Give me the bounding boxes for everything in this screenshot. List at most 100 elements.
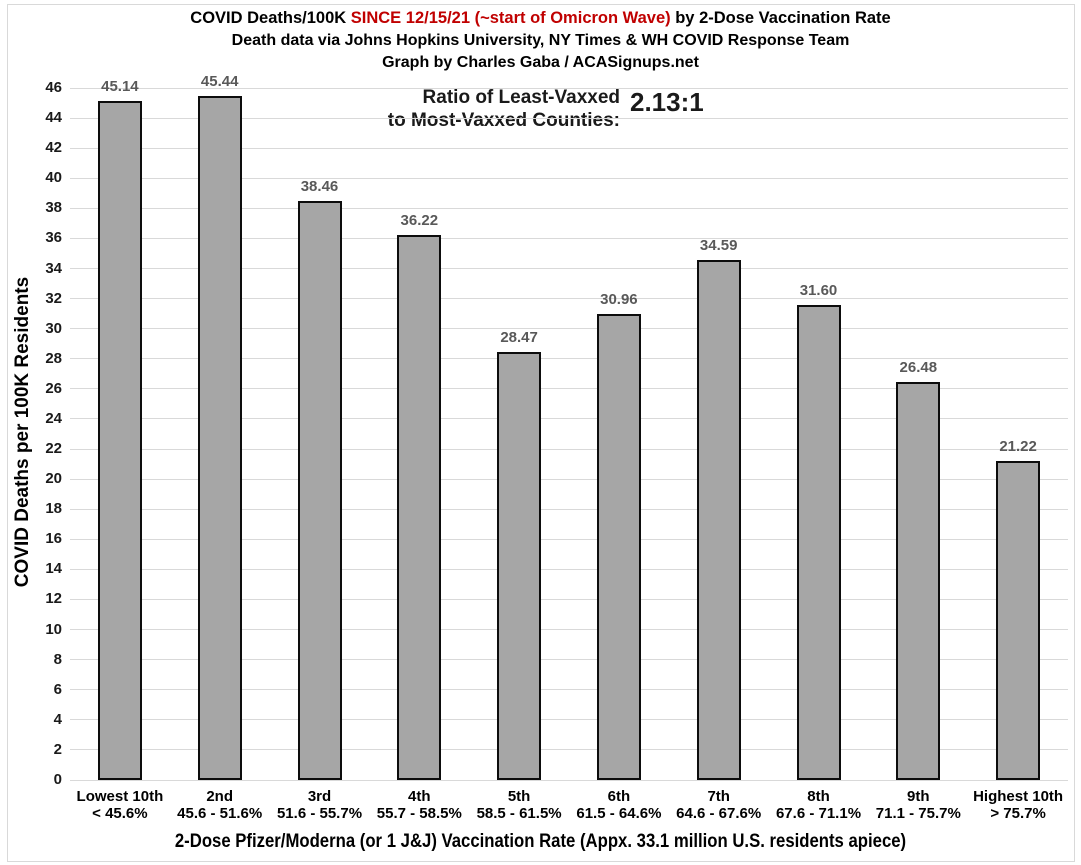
- y-axis-tick-label: 4: [53, 710, 62, 728]
- ratio-annotation-line1: Ratio of Least-Vaxxed: [422, 87, 620, 108]
- gridline: [70, 388, 1068, 390]
- y-axis-tick-label: 6: [53, 680, 62, 698]
- gridline: [70, 598, 1068, 600]
- gridline: [70, 358, 1068, 360]
- y-axis-tick-label: 28: [45, 349, 62, 367]
- x-category-tier: Highest 10th: [973, 788, 1064, 805]
- ratio-annotation: Ratio of Least-Vaxxed to Most-Vaxxed Cou…: [250, 86, 620, 132]
- gridline: [70, 87, 1068, 89]
- y-axis-tick-label: 42: [45, 139, 62, 157]
- gridline: [70, 147, 1068, 149]
- x-category-range: 51.6 - 55.7%: [276, 805, 363, 822]
- bar-value-label: 36.22: [400, 212, 439, 230]
- x-category-tier: 4th: [408, 788, 431, 805]
- bar: [397, 235, 442, 780]
- y-axis-tick-label: 32: [45, 289, 62, 307]
- gridline: [70, 508, 1068, 510]
- y-axis-tick-label: 24: [45, 409, 62, 427]
- y-axis-tick-label: 2: [53, 740, 62, 758]
- gridline: [70, 538, 1068, 540]
- x-category-tier: Lowest 10th: [76, 788, 164, 805]
- x-axis-category-label: Lowest 10th < 45.6%: [64, 788, 176, 822]
- y-axis-tick-label: 20: [45, 470, 62, 488]
- y-axis-tick-label: 36: [45, 229, 62, 247]
- y-axis-tick-label: 8: [53, 650, 62, 668]
- chart-title: COVID Deaths/100K SINCE 12/15/21 (~start…: [0, 7, 1081, 30]
- x-axis-category-label: 8th 67.6 - 71.1%: [763, 788, 875, 822]
- x-category-range: 67.6 - 71.1%: [775, 805, 862, 822]
- x-category-tier: 8th: [807, 788, 830, 805]
- gridline: [70, 117, 1068, 119]
- x-category-range: 55.7 - 58.5%: [376, 805, 462, 822]
- bar-value-label: 31.60: [799, 281, 838, 299]
- gridline: [70, 448, 1068, 450]
- x-category-range: < 45.6%: [92, 805, 148, 822]
- y-axis-tick-label: 26: [45, 379, 62, 397]
- x-category-tier: 2nd: [206, 788, 234, 805]
- x-category-range: 58.5 - 61.5%: [476, 805, 562, 822]
- bar-value-label: 45.44: [200, 73, 239, 91]
- gridline: [70, 418, 1068, 420]
- y-axis-tick-label: 46: [45, 79, 62, 96]
- y-axis-tick-label: 22: [45, 440, 62, 458]
- x-category-range: 45.6 - 51.6%: [177, 805, 263, 822]
- gridline: [70, 177, 1068, 179]
- x-category-tier: 9th: [907, 788, 930, 805]
- y-axis-tick-label: 44: [45, 109, 62, 127]
- x-axis-category-label: 2nd 45.6 - 51.6%: [164, 788, 276, 822]
- bar: [297, 201, 342, 780]
- title-block: COVID Deaths/100K SINCE 12/15/21 (~start…: [0, 7, 1081, 74]
- gridline: [70, 207, 1068, 209]
- x-axis-category-label: 9th 71.1 - 75.7%: [862, 788, 974, 822]
- x-axis-category-label: Highest 10th > 75.7%: [962, 788, 1074, 822]
- bar-value-label: 21.22: [999, 437, 1037, 455]
- bar-value-label: 45.14: [101, 77, 139, 95]
- x-category-range: 64.6 - 67.6%: [676, 805, 762, 822]
- bar: [497, 351, 542, 780]
- bar: [796, 304, 841, 780]
- title-part-1: COVID Deaths/100K: [190, 9, 351, 27]
- gridline: [70, 268, 1068, 270]
- y-axis-tick-label: 0: [53, 771, 62, 788]
- gridline: [70, 568, 1068, 570]
- x-category-range: 61.5 - 64.6%: [576, 805, 662, 822]
- y-axis-tick-label: 30: [45, 319, 62, 337]
- x-category-tier: 3rd: [307, 788, 332, 805]
- chart-subtitle: Death data via Johns Hopkins University,…: [231, 32, 850, 49]
- bar-value-label: 28.47: [500, 328, 538, 346]
- title-part-red: SINCE 12/15/21 (~start of Omicron Wave): [350, 9, 671, 27]
- y-axis-tick-label: 12: [45, 590, 62, 608]
- bar-value-label: 26.48: [899, 358, 938, 376]
- y-axis-tick-label: 18: [45, 500, 62, 518]
- x-category-range: 71.1 - 75.7%: [875, 805, 961, 822]
- x-axis-category-label: 3rd 51.6 - 55.7%: [264, 788, 376, 822]
- y-axis-tick-label: 16: [45, 530, 62, 548]
- x-axis-category-label: 6th 61.5 - 64.6%: [563, 788, 675, 822]
- y-axis-tick-label: 14: [45, 560, 62, 578]
- gridline: [70, 298, 1068, 300]
- ratio-annotation-line2: to Most-Vaxxed Counties:: [387, 110, 620, 131]
- gridline: [70, 659, 1068, 661]
- x-axis-title: 2-Dose Pfizer/Moderna (or 1 J&J) Vaccina…: [174, 831, 907, 852]
- gridline: [70, 689, 1068, 691]
- y-axis-tick-label: 10: [45, 620, 62, 638]
- bar: [896, 381, 941, 780]
- x-category-tier: 6th: [607, 788, 631, 805]
- x-axis-category-label: 5th 58.5 - 61.5%: [463, 788, 575, 822]
- bar-value-label: 34.59: [699, 236, 738, 254]
- gridline: [70, 749, 1068, 751]
- bar: [996, 460, 1041, 780]
- bar-value-label: 30.96: [600, 291, 638, 309]
- bar: [197, 96, 242, 780]
- x-axis-category-label: 7th 64.6 - 67.6%: [663, 788, 775, 822]
- gridline: [70, 629, 1068, 631]
- gridline: [70, 328, 1068, 330]
- title-part-3: by 2-Dose Vaccination Rate: [670, 9, 891, 27]
- gridline: [70, 779, 1068, 781]
- chart-credit: Graph by Charles Gaba / ACASignups.net: [382, 54, 699, 71]
- y-axis-tick-label: 40: [45, 169, 62, 187]
- bar: [596, 314, 641, 780]
- y-axis-tick-label: 34: [45, 259, 62, 277]
- gridline: [70, 478, 1068, 480]
